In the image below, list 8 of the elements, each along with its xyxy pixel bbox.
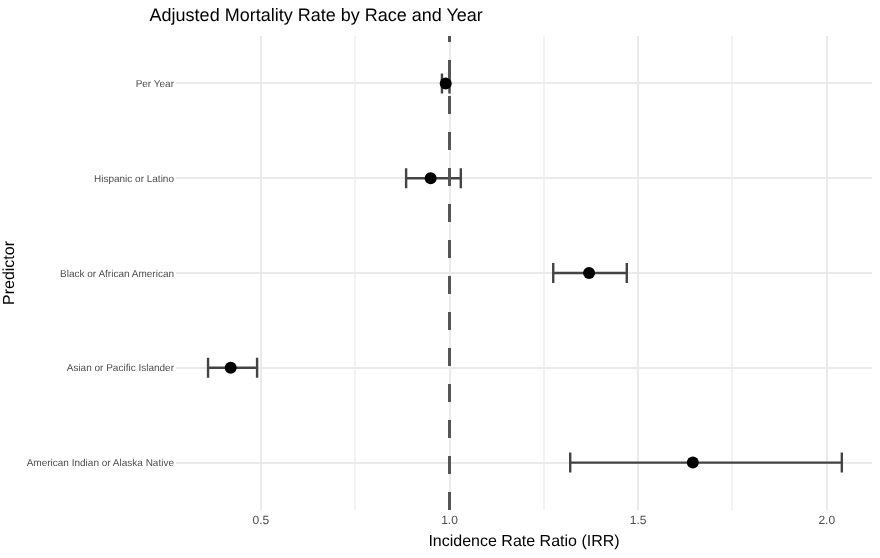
point (686, 456, 699, 469)
point (439, 77, 452, 90)
y-axis-title: Predictor (0, 240, 19, 306)
point (424, 172, 437, 185)
chart-title: Adjusted Mortality Rate by Race and Year (149, 4, 483, 25)
point (224, 361, 237, 374)
x-axis-title: Incidence Rate Ratio (IRR) (428, 532, 621, 551)
point (583, 267, 596, 279)
